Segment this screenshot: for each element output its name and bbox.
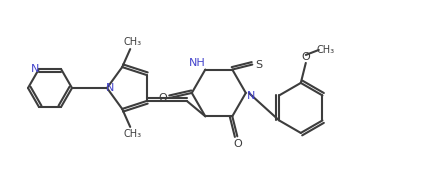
Text: N: N [106, 83, 114, 93]
Text: O: O [232, 139, 241, 149]
Text: N: N [246, 91, 255, 101]
Text: S: S [255, 60, 262, 69]
Text: O: O [158, 93, 167, 103]
Text: O: O [301, 52, 310, 62]
Text: CH₃: CH₃ [123, 129, 141, 139]
Text: NH: NH [188, 58, 205, 68]
Text: N: N [31, 64, 39, 74]
Text: CH₃: CH₃ [316, 45, 334, 55]
Text: CH₃: CH₃ [123, 37, 141, 47]
